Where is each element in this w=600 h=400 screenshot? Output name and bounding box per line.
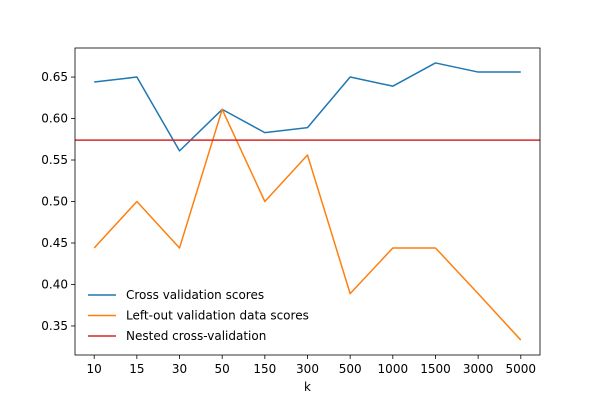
legend-label: Cross validation scores: [126, 288, 264, 302]
x-tick-label: 3000: [463, 362, 494, 376]
plot-background: [75, 48, 540, 355]
legend-label: Left-out validation data scores: [126, 309, 309, 323]
y-tick-label: 0.50: [41, 195, 68, 209]
plot-area: [75, 48, 540, 355]
x-tick-label: 50: [215, 362, 230, 376]
x-tick-label: 30: [172, 362, 187, 376]
x-axis-label: k: [304, 380, 311, 394]
x-tick-label: 150: [253, 362, 276, 376]
y-tick-label: 0.45: [41, 236, 68, 250]
x-tick-label: 500: [339, 362, 362, 376]
axes-layer: 10 15 30 50 150 300 500 1000 1500 3000 5000 0.35 0.4…: [41, 47, 541, 376]
x-tick-label: 5000: [506, 362, 537, 376]
x-tick-label: 300: [296, 362, 319, 376]
series-line-1: [94, 62, 521, 152]
y-tick-label: 0.55: [41, 153, 68, 167]
y-tick-label: 0.35: [41, 319, 68, 333]
y-tick-label: 0.65: [41, 70, 68, 84]
x-tick-label: 1500: [420, 362, 451, 376]
legend-label: Nested cross-validation: [126, 329, 266, 343]
y-tick-label: 0.60: [41, 112, 68, 126]
legend: Cross validation scores Left-out validati…: [88, 288, 309, 343]
y-tick-label: 0.40: [41, 277, 68, 291]
x-tick-label: 15: [129, 362, 144, 376]
lines-layer: [75, 62, 540, 341]
series-line-2: [93, 108, 522, 341]
x-tick-label: 1000: [378, 362, 409, 376]
x-tick-label: 10: [87, 362, 102, 376]
